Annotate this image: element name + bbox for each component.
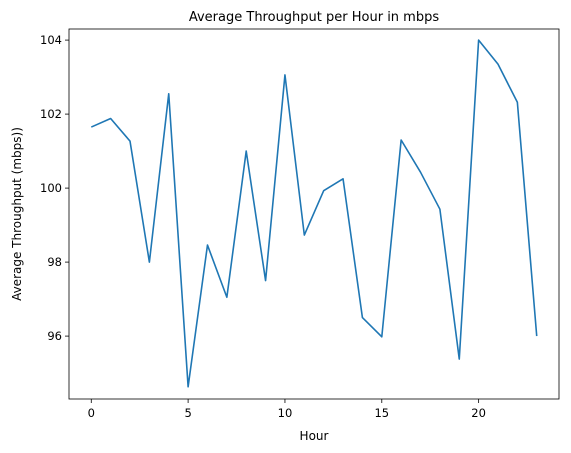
y-tick-label: 104	[40, 33, 62, 47]
y-tick-label: 102	[40, 107, 62, 121]
y-axis-label: Average Throughput (mbps))	[10, 127, 24, 301]
x-tick-label: 0	[88, 406, 95, 420]
series-line	[90, 39, 538, 388]
y-tick-label: 96	[47, 329, 62, 343]
y-tick-label: 98	[47, 255, 62, 269]
chart-title: Average Throughput per Hour in mbps	[189, 10, 439, 25]
x-tick-label: 15	[374, 406, 389, 420]
y-axis-ticks: 96 98 100 102 104	[40, 33, 69, 343]
plot-frame	[68, 28, 560, 400]
x-axis-label: Hour	[300, 429, 329, 443]
series-lines	[90, 39, 538, 388]
y-tick-label: 100	[40, 181, 62, 195]
x-tick-label: 5	[184, 406, 191, 420]
x-axis-ticks: 0 5 10 15 20	[88, 399, 486, 420]
x-tick-label: 20	[471, 406, 486, 420]
x-tick-label: 10	[278, 406, 293, 420]
